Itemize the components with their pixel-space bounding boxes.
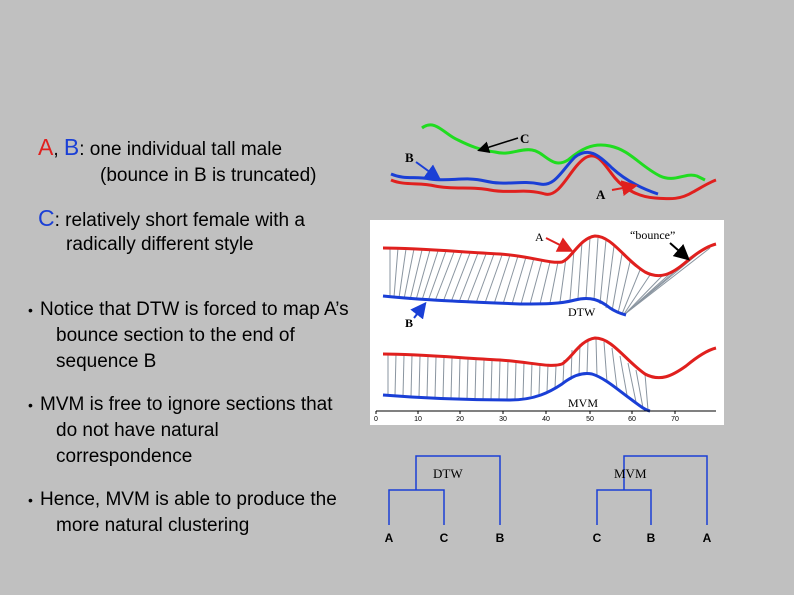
x-tick-label: 40 [542,416,550,423]
dtw-curve-b-blue [382,294,627,317]
mvm-curve-b-blue [382,372,651,413]
dtw-leaf-label: B [496,531,505,545]
dtw-plot-label: DTW [568,305,596,319]
mvm-plot-label: MVM [568,396,598,410]
line3-rest: : relatively short female with a [54,210,305,231]
bullet-dtw: • Notice that DTW is forced to map A’s b… [28,297,350,375]
dtw-dendrogram-title: DTW [433,466,463,481]
bullet-mvm: • MVM is free to ignore sections that do… [28,392,350,470]
bullet-text: MVM is free to ignore sections that do n… [40,394,333,467]
mvm-leaf-label: A [703,531,712,545]
x-tick-label: 30 [499,416,507,423]
top-label-b: B [405,150,414,165]
x-tick-label: 0 [374,416,378,423]
label-a: A [38,134,54,160]
x-tick-label: 60 [628,416,636,423]
x-tick-label: 50 [586,416,594,423]
dtw-dendrogram [388,455,501,525]
bullet-dot: • [28,492,33,508]
mvm-curve-a-red [382,336,717,380]
dtw-curve-a-red [382,234,717,278]
mid-label-a: A [535,230,544,244]
bullet-clustering: • Hence, MVM is able to produce the more… [28,487,350,539]
curve-a-red [390,154,717,201]
mvm-leaf-label: B [647,531,656,545]
label-line-bounce: (bounce in B is truncated) [100,165,317,186]
label-b: B [63,134,80,160]
x-axis-ticks [375,411,676,414]
alignment-plot: A “bounce” B DTW MVM [370,220,724,425]
bullet-dot: • [28,302,33,318]
top-curves-plot: C B A [390,123,717,202]
top-label-a: A [596,187,606,202]
curve-c-green [421,123,706,182]
line1-rest: : one individual tall male [79,139,283,160]
x-tick-label: 10 [414,416,422,423]
dtw-leaf-label: A [385,531,394,545]
dtw-leaf-label: C [440,531,449,545]
bullet-text: Hence, MVM is able to produce the more n… [40,489,337,536]
mvm-leaf-label: C [593,531,602,545]
x-tick-label: 20 [456,416,464,423]
top-label-c: C [520,131,529,146]
bullet-dot: • [28,397,33,413]
comma: , [53,139,59,160]
label-line-c: C: relatively short female with a [38,205,305,232]
mvm-dendrogram [596,455,708,525]
x-tick-label: 70 [671,416,679,423]
label-line-style: radically different style [66,234,254,255]
x-tick-labels: 0 10 20 30 40 50 60 70 [374,416,679,423]
bullet-text: Notice that DTW is forced to map A’s bou… [40,299,349,372]
bounce-label: “bounce” [630,228,675,242]
label-line-ab: A, B: one individual tall male [38,134,282,161]
mvm-dendrogram-title: MVM [614,466,647,481]
label-c: C [38,205,55,231]
mid-label-b: B [405,316,413,330]
